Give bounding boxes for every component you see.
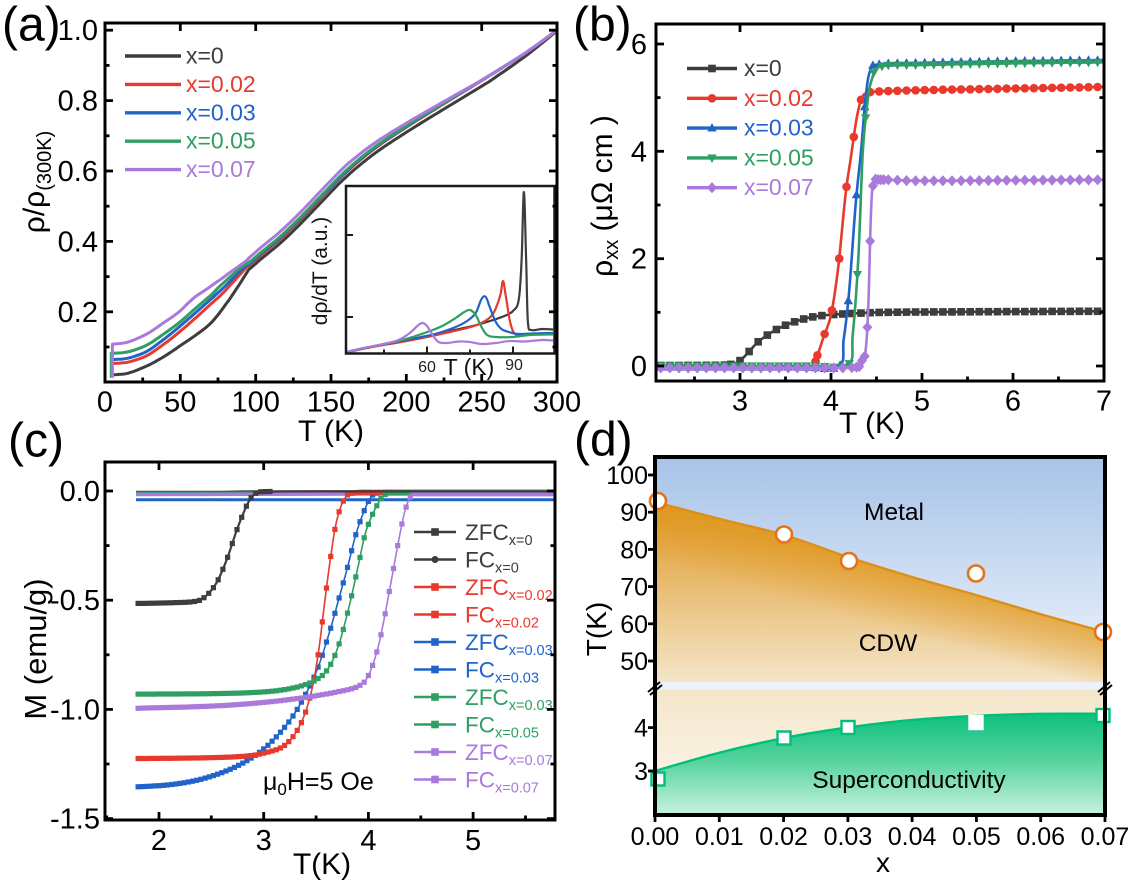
svg-text:μ0H=5 Oe: μ0H=5 Oe: [263, 768, 374, 799]
svg-text:60: 60: [620, 611, 648, 639]
svg-text:5: 5: [465, 825, 481, 857]
svg-text:2: 2: [631, 244, 647, 276]
svg-text:0.4: 0.4: [58, 226, 98, 258]
svg-text:300: 300: [533, 387, 581, 419]
svg-text:x=0.03: x=0.03: [744, 115, 814, 141]
svg-text:0.00: 0.00: [631, 823, 680, 851]
svg-text:dρ/dT (a.u.): dρ/dT (a.u.): [309, 217, 332, 325]
svg-text:x=0.07: x=0.07: [186, 156, 256, 182]
svg-text:x=0.05: x=0.05: [186, 128, 256, 154]
svg-text:4: 4: [823, 386, 839, 418]
svg-text:Metal: Metal: [864, 499, 924, 526]
svg-text:x: x: [876, 847, 890, 878]
svg-text:T (K): T (K): [444, 354, 495, 380]
svg-text:0.05: 0.05: [952, 823, 1001, 851]
svg-text:T(K): T(K): [581, 602, 612, 656]
svg-text:x=0.03: x=0.03: [186, 99, 256, 125]
svg-text:-1.0: -1.0: [50, 694, 100, 726]
svg-text:ZFCx=0.03: ZFCx=0.03: [465, 685, 553, 714]
svg-text:0.07: 0.07: [1081, 823, 1130, 851]
svg-text:(b): (b): [573, 0, 632, 52]
svg-text:0.06: 0.06: [1016, 823, 1065, 851]
svg-text:4: 4: [634, 715, 648, 743]
svg-text:(a): (a): [2, 0, 61, 52]
svg-text:100: 100: [606, 462, 648, 490]
svg-text:x=0: x=0: [744, 55, 782, 81]
svg-text:1.0: 1.0: [58, 15, 98, 47]
svg-text:T (K): T (K): [298, 415, 364, 448]
svg-text:x=0.02: x=0.02: [744, 85, 814, 111]
svg-text:x=0: x=0: [186, 43, 224, 69]
svg-text:70: 70: [620, 574, 648, 602]
svg-text:100: 100: [232, 387, 280, 419]
svg-text:2: 2: [151, 825, 167, 857]
svg-text:90: 90: [620, 499, 648, 527]
svg-text:-1.5: -1.5: [50, 804, 100, 836]
svg-text:6: 6: [631, 29, 647, 61]
svg-text:3: 3: [732, 386, 748, 418]
svg-text:(d): (d): [574, 414, 633, 467]
svg-text:5: 5: [914, 386, 930, 418]
svg-text:7: 7: [1096, 386, 1112, 418]
svg-text:x=0.05: x=0.05: [744, 144, 814, 170]
svg-text:150: 150: [307, 387, 355, 419]
svg-text:Superconductivity: Superconductivity: [812, 767, 1006, 794]
svg-text:0: 0: [97, 387, 113, 419]
svg-text:3: 3: [634, 758, 648, 786]
svg-text:T (K): T (K): [839, 407, 905, 440]
svg-text:0.6: 0.6: [58, 156, 98, 188]
svg-text:50: 50: [620, 648, 648, 676]
svg-text:-0.5: -0.5: [50, 585, 100, 617]
svg-text:0.02: 0.02: [759, 823, 808, 851]
svg-text:60: 60: [418, 359, 436, 376]
svg-text:(c): (c): [8, 415, 64, 468]
svg-text:x=0.07: x=0.07: [744, 174, 814, 200]
svg-text:CDW: CDW: [859, 630, 918, 657]
svg-text:80: 80: [620, 536, 648, 564]
svg-text:0.03: 0.03: [824, 823, 873, 851]
svg-text:50: 50: [164, 387, 196, 419]
svg-text:200: 200: [382, 387, 430, 419]
svg-text:4: 4: [360, 825, 376, 857]
svg-text:250: 250: [458, 387, 506, 419]
svg-text:0.04: 0.04: [888, 823, 937, 851]
svg-text:3: 3: [256, 825, 272, 857]
svg-text:M (emu/g): M (emu/g): [18, 578, 53, 719]
svg-text:6: 6: [1005, 386, 1021, 418]
svg-text:ZFCx=0.03: ZFCx=0.03: [465, 630, 553, 659]
svg-text:4: 4: [631, 136, 647, 168]
svg-text:0: 0: [631, 351, 647, 383]
svg-text:0.0: 0.0: [60, 476, 100, 508]
svg-text:0.01: 0.01: [695, 823, 744, 851]
svg-text:90: 90: [505, 357, 523, 374]
svg-text:0.2: 0.2: [58, 297, 98, 329]
svg-text:x=0.02: x=0.02: [186, 71, 256, 97]
svg-text:0.8: 0.8: [58, 86, 98, 118]
svg-text:T(K): T(K): [293, 848, 351, 881]
